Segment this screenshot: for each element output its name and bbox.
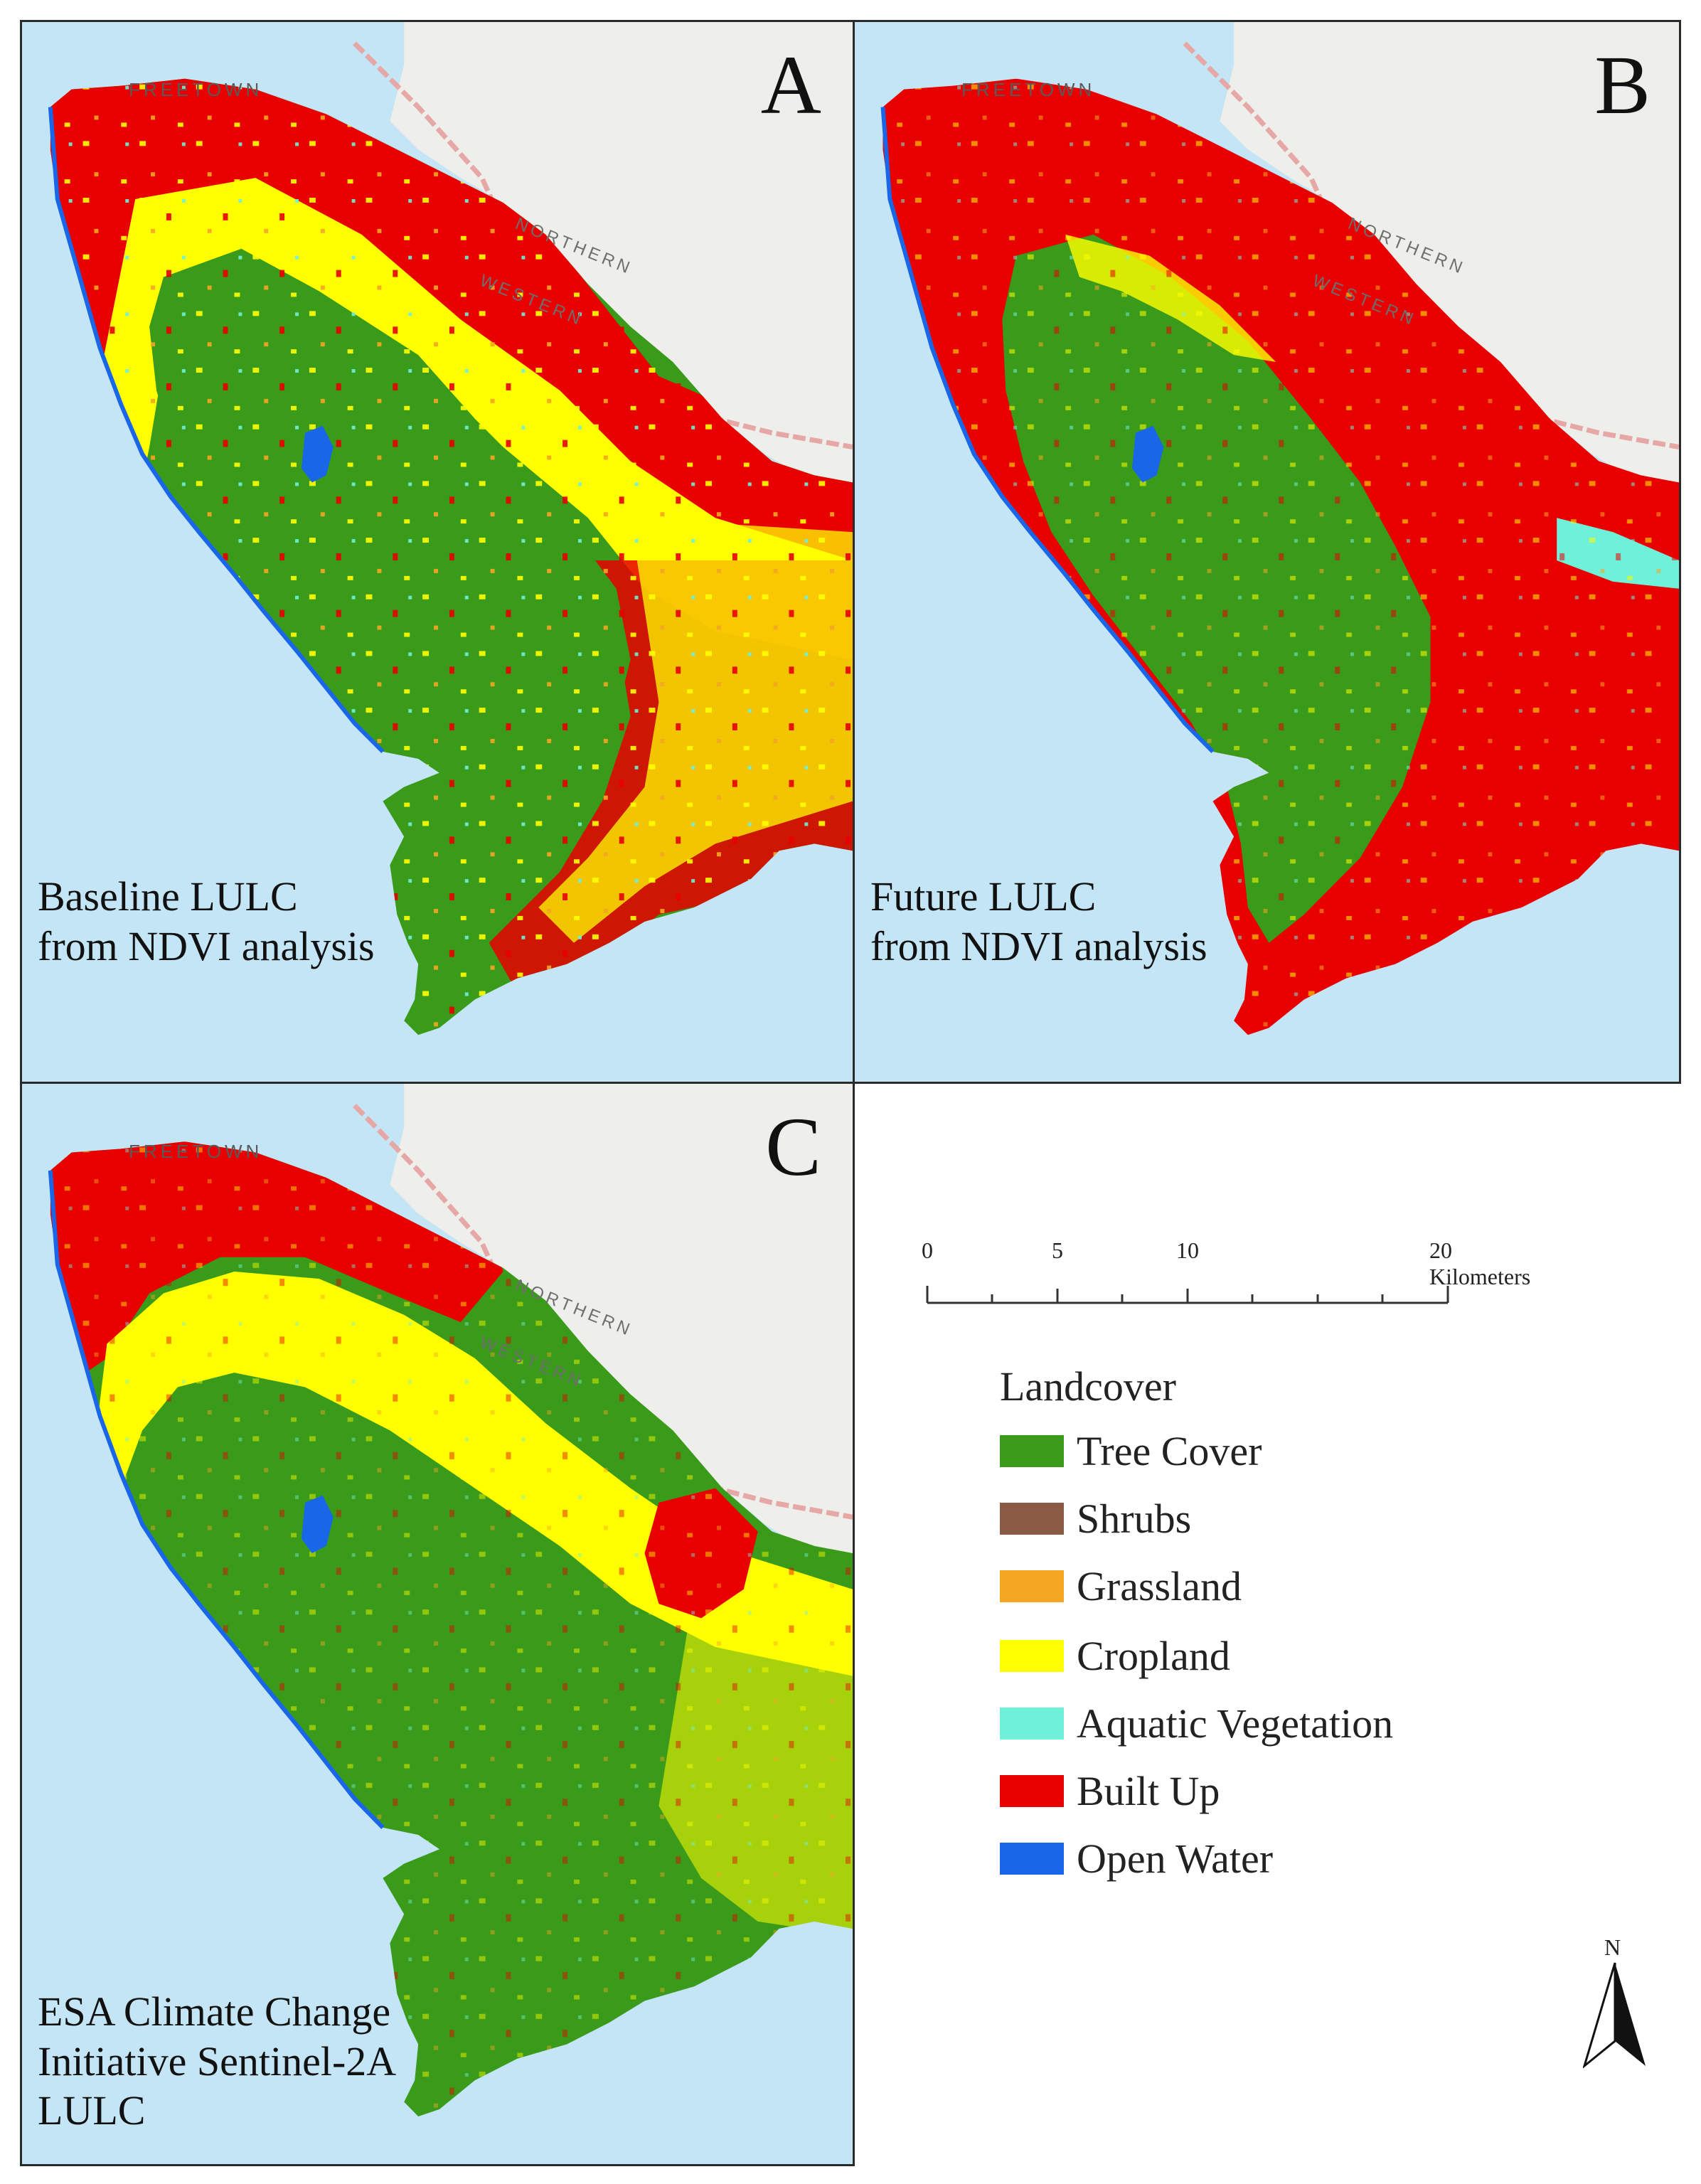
scale-ruler	[926, 1286, 1449, 1304]
place-label-city: FREETOWN	[961, 79, 1096, 100]
legend-label: Shrubs	[1077, 1495, 1192, 1542]
place-label-city: FREETOWN	[129, 79, 263, 100]
mainland-background	[390, 1084, 853, 1561]
future-lulc-map	[880, 22, 1679, 1035]
legend-label: Open Water	[1077, 1835, 1274, 1882]
map-panel-baseline: FREETOWN NORTHERN WESTERN A Baseline LUL…	[20, 20, 855, 1084]
scale-label-10: 10	[1176, 1237, 1199, 1263]
legend-item-grassland: Grassland	[1000, 1562, 1242, 1609]
legend-swatch	[1000, 1707, 1064, 1740]
esa-lulc-map	[48, 1084, 853, 2116]
legend-label: Built Up	[1077, 1767, 1220, 1814]
reservoir	[301, 425, 334, 483]
reservoir	[1131, 425, 1164, 483]
legend-swatch	[1000, 1639, 1064, 1672]
panel-caption-c: ESA Climate Change Initiative Sentinel-2…	[38, 1988, 397, 2134]
scale-label-5: 5	[1052, 1237, 1063, 1263]
legend-swatch	[1000, 1842, 1064, 1875]
place-label-city: FREETOWN	[129, 1141, 263, 1162]
panel-caption-a: Baseline LULC from NDVI analysis	[38, 873, 375, 969]
legend-label: Tree Cover	[1077, 1427, 1262, 1474]
legend-item-aquatic-vegetation: Aquatic Vegetation	[1000, 1700, 1394, 1747]
legend-item-cropland: Cropland	[1000, 1632, 1230, 1679]
legend-item-built-up: Built Up	[1000, 1767, 1220, 1814]
coastline-water-edge	[48, 1170, 385, 1829]
legend-item-tree-cover: Tree Cover	[1000, 1427, 1262, 1474]
baseline-lulc-map	[48, 22, 853, 1035]
legend-label: Cropland	[1077, 1632, 1230, 1679]
legend-label: Grassland	[1077, 1562, 1242, 1609]
coastline-water-edge	[48, 107, 385, 753]
north-label: N	[1604, 1934, 1621, 1960]
panel-caption-b: Future LULC from NDVI analysis	[870, 873, 1207, 969]
scale-label-20: 20 Kilometers	[1429, 1237, 1531, 1289]
legend-swatch	[1000, 1434, 1064, 1467]
legend-item-shrubs: Shrubs	[1000, 1495, 1192, 1542]
panel-letter-b: B	[1594, 38, 1651, 132]
legend-swatch	[1000, 1774, 1064, 1807]
legend-label: Aquatic Vegetation	[1077, 1700, 1394, 1747]
legend-swatch	[1000, 1570, 1064, 1602]
scale-label-0: 0	[922, 1237, 933, 1263]
panel-letter-c: C	[765, 1100, 821, 1193]
coastline-water-edge	[880, 107, 1215, 753]
legend-panel	[855, 1084, 1681, 2166]
mainland-background	[1220, 22, 1679, 490]
legend-swatch	[1000, 1502, 1064, 1535]
scale-bar: 0 5 10 20 Kilometers	[903, 1237, 1530, 1323]
mainland-background	[390, 22, 853, 490]
legend-item-open-water: Open Water	[1000, 1835, 1274, 1882]
reservoir	[301, 1495, 334, 1553]
map-panel-esa: FREETOWN NORTHERN WESTERN C ESA Climate …	[20, 1082, 855, 2166]
north-arrow-icon	[1583, 1962, 1646, 2069]
map-panel-future: FREETOWN NORTHERN WESTERN B Future LULC …	[853, 20, 1681, 1084]
legend-title: Landcover	[1000, 1363, 1176, 1410]
panel-letter-a: A	[760, 38, 821, 132]
